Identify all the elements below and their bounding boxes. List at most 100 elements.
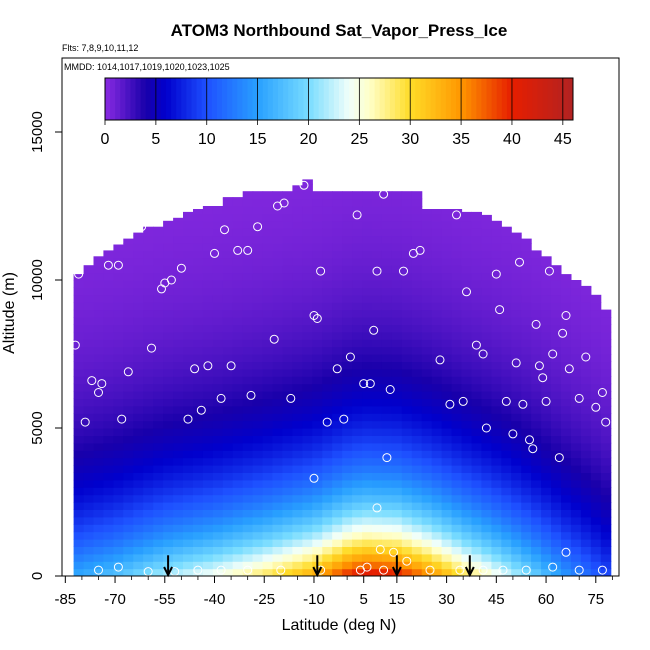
heatmap-cell — [242, 524, 254, 533]
heatmap-cell — [272, 302, 283, 311]
heatmap-cell — [600, 509, 612, 518]
heatmap-cell — [133, 354, 144, 362]
heatmap-cell — [282, 213, 293, 222]
heatmap-cell — [83, 494, 95, 503]
heatmap-cell — [441, 413, 453, 422]
heatmap-cell — [561, 274, 572, 281]
heatmap-cell — [93, 457, 104, 466]
heatmap-cell — [212, 265, 224, 274]
heatmap-cell — [481, 265, 492, 274]
heatmap-cell — [262, 398, 274, 407]
heatmap-cell — [441, 243, 453, 251]
heatmap-cell — [372, 479, 383, 488]
heatmap-cell — [222, 324, 234, 333]
heatmap-cell — [252, 546, 264, 555]
heatmap-cell — [441, 257, 453, 266]
heatmap-cell — [391, 339, 403, 348]
heatmap-cell — [193, 376, 204, 385]
heatmap-cell — [272, 272, 283, 281]
heatmap-cell — [73, 502, 85, 510]
heatmap-cell — [202, 413, 214, 422]
heatmap-cell — [381, 413, 393, 422]
heatmap-cell — [590, 361, 602, 370]
colorbar-segment — [115, 78, 121, 120]
heatmap-cell — [322, 472, 333, 481]
heatmap-cell — [580, 346, 592, 355]
heatmap-cell — [551, 465, 562, 473]
heatmap-cell — [471, 376, 482, 385]
heatmap-cell — [421, 524, 433, 533]
heatmap-cell — [491, 250, 502, 259]
heatmap-cell — [212, 568, 224, 576]
heatmap-cell — [163, 435, 174, 444]
heatmap-cell — [302, 220, 313, 229]
heatmap-cell — [332, 494, 343, 503]
heatmap-cell — [541, 568, 552, 576]
heatmap-cell — [441, 487, 453, 496]
heatmap-cell — [242, 502, 254, 510]
heatmap-cell — [511, 376, 522, 385]
heatmap-cell — [232, 272, 244, 281]
heatmap-cell — [113, 257, 124, 266]
heatmap-cell — [83, 309, 95, 318]
heatmap-cell — [561, 280, 572, 288]
heatmap-cell — [411, 272, 423, 281]
heatmap-cell — [83, 317, 95, 325]
heatmap-cell — [93, 487, 104, 496]
heatmap-cell — [381, 220, 393, 229]
heatmap-cell — [322, 435, 333, 444]
heatmap-cell — [421, 398, 433, 407]
heatmap-cell — [113, 391, 124, 399]
heatmap-cell — [163, 531, 174, 540]
heatmap-cell — [471, 442, 482, 451]
heatmap-cell — [282, 420, 293, 429]
heatmap-cell — [272, 383, 283, 392]
heatmap-cell — [580, 376, 592, 385]
heatmap-cell — [521, 472, 532, 481]
heatmap-cell — [222, 197, 234, 200]
heatmap-cell — [342, 383, 353, 392]
heatmap-cell — [401, 206, 413, 214]
heatmap-cell — [501, 405, 512, 414]
heatmap-cell — [292, 250, 303, 259]
heatmap-cell — [123, 383, 134, 392]
heatmap-cell — [461, 487, 472, 496]
heatmap-cell — [541, 428, 552, 436]
heatmap-cell — [501, 428, 512, 436]
heatmap-cell — [282, 331, 293, 340]
heatmap-cell — [262, 502, 274, 510]
heatmap-cell — [83, 531, 95, 540]
heatmap-cell — [501, 472, 512, 481]
colorbar-segment — [491, 78, 498, 120]
heatmap-cell — [113, 346, 124, 355]
heatmap-cell — [421, 272, 433, 281]
heatmap-cell — [163, 428, 174, 436]
heatmap-cell — [391, 309, 403, 318]
heatmap-cell — [471, 339, 482, 348]
heatmap-cell — [421, 376, 433, 385]
heatmap-cell — [570, 531, 582, 540]
heatmap-cell — [401, 272, 413, 281]
heatmap-cell — [302, 272, 313, 281]
heatmap-cell — [352, 465, 363, 473]
heatmap-cell — [103, 442, 114, 451]
heatmap-cell — [570, 450, 582, 459]
heatmap-cell — [312, 339, 323, 348]
heatmap-cell — [342, 331, 353, 340]
heatmap-cell — [421, 243, 433, 251]
heatmap-cell — [282, 243, 293, 251]
heatmap-cell — [531, 457, 542, 466]
heatmap-cell — [332, 346, 343, 355]
heatmap-cell — [212, 420, 224, 429]
heatmap-cell — [421, 405, 433, 414]
observation-point — [183, 414, 193, 424]
heatmap-cell — [113, 516, 124, 525]
heatmap-cell — [83, 280, 95, 288]
heatmap-cell — [590, 509, 602, 518]
heatmap-cell — [441, 324, 453, 333]
heatmap-cell — [561, 539, 572, 547]
heatmap-cell — [551, 339, 562, 348]
heatmap-cell — [103, 324, 114, 333]
heatmap-cell — [322, 546, 333, 555]
heatmap-cell — [531, 265, 542, 274]
